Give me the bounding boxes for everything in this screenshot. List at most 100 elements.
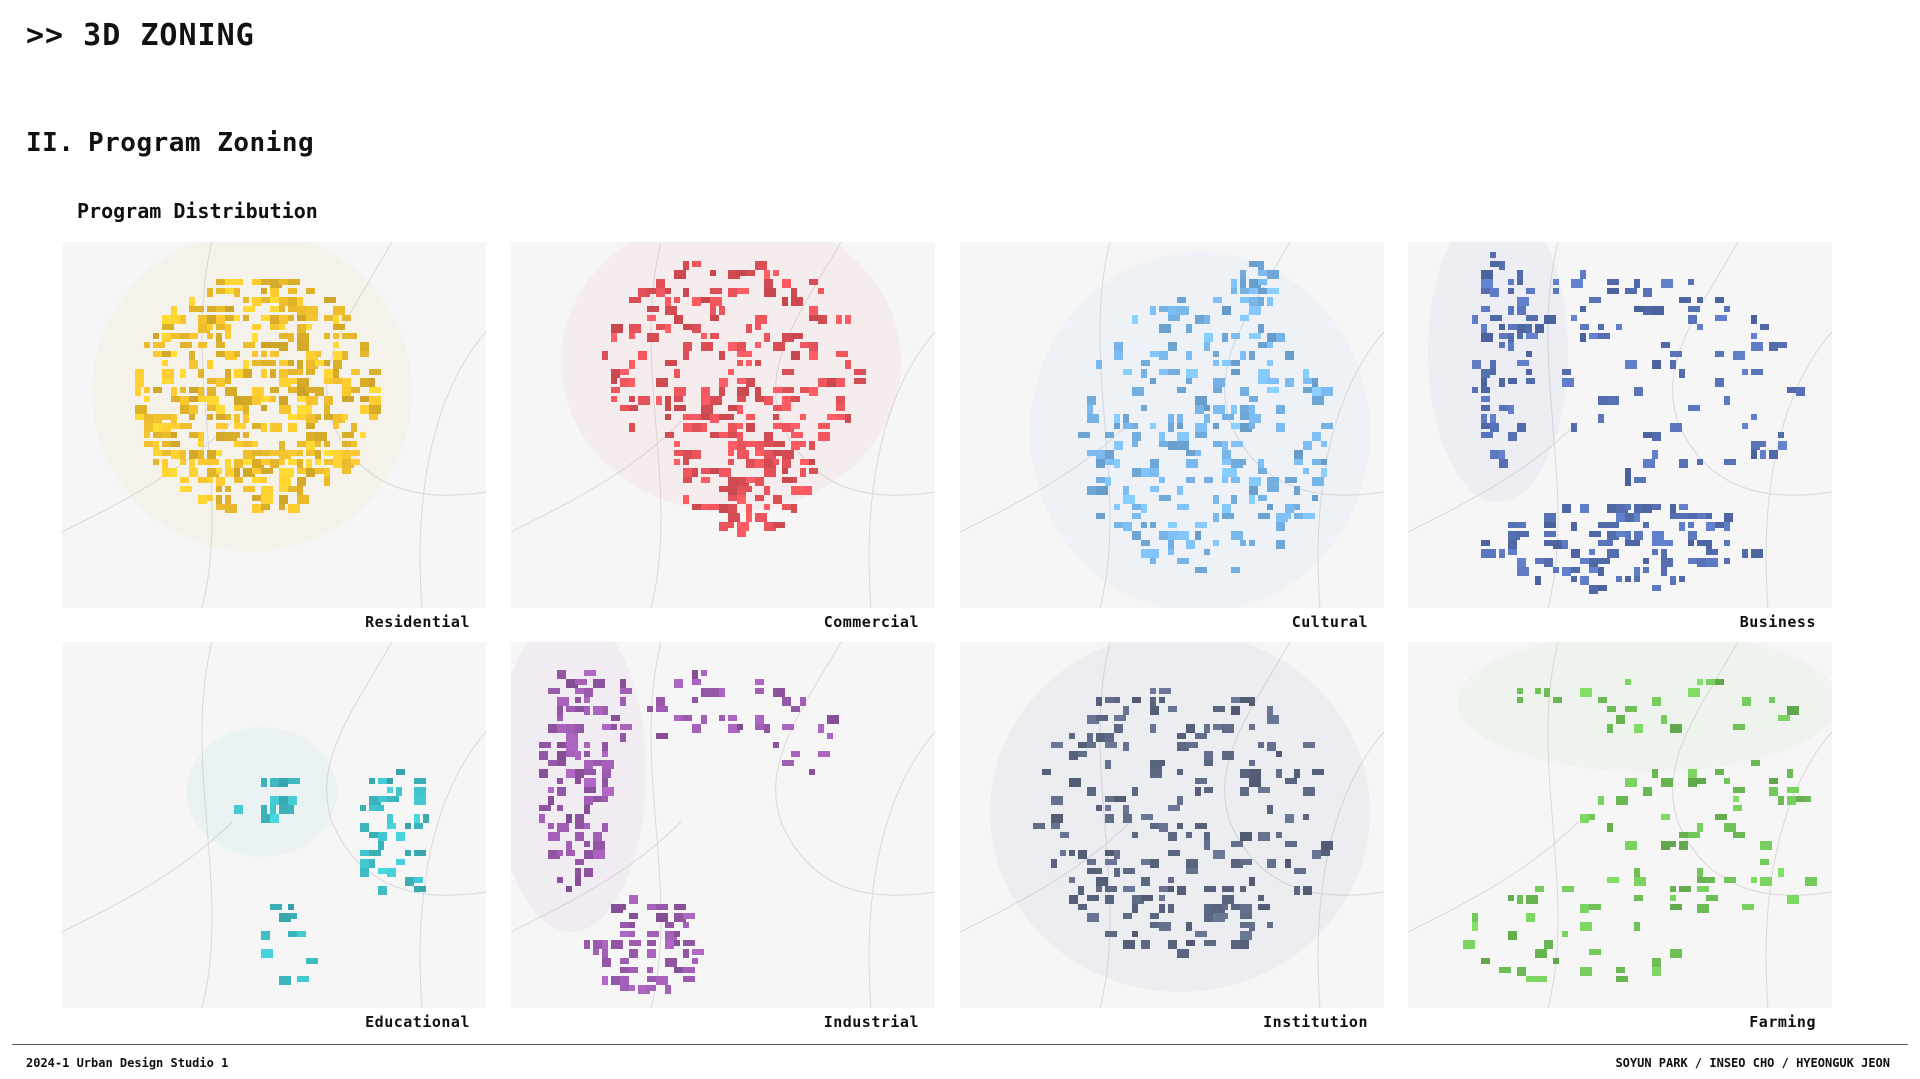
building-block xyxy=(1652,531,1664,540)
building-block xyxy=(279,360,288,366)
building-block xyxy=(279,778,288,787)
building-block xyxy=(1688,279,1694,285)
building-block xyxy=(153,423,162,432)
building-block xyxy=(342,387,351,396)
building-block xyxy=(324,369,333,378)
building-block xyxy=(207,315,219,324)
building-block xyxy=(198,495,207,504)
building-block xyxy=(360,378,372,387)
building-block xyxy=(1123,814,1132,823)
building-block xyxy=(1078,751,1087,757)
building-block xyxy=(234,288,240,297)
building-block xyxy=(773,387,785,393)
building-block xyxy=(1679,459,1688,468)
building-block xyxy=(1733,351,1745,360)
building-block xyxy=(1096,733,1105,742)
building-block xyxy=(396,832,405,841)
building-block xyxy=(1589,814,1595,820)
building-block xyxy=(1733,724,1745,730)
building-block xyxy=(270,396,276,402)
building-block xyxy=(674,270,686,279)
building-block xyxy=(1231,859,1243,868)
building-block xyxy=(1141,877,1150,886)
building-block xyxy=(207,459,219,465)
building-block xyxy=(800,387,812,393)
building-block xyxy=(333,423,339,429)
building-block xyxy=(575,868,581,877)
building-block xyxy=(144,387,150,393)
building-block xyxy=(1697,558,1709,567)
building-block xyxy=(144,441,153,447)
building-block xyxy=(566,886,572,892)
building-block xyxy=(845,360,851,369)
building-block xyxy=(755,342,761,348)
building-block xyxy=(1562,504,1571,513)
building-block xyxy=(1141,360,1150,366)
building-block xyxy=(279,495,288,504)
building-block xyxy=(1580,270,1586,279)
building-block xyxy=(719,432,728,438)
building-block xyxy=(1670,351,1682,357)
building-blocks xyxy=(1463,679,1817,982)
building-block xyxy=(1186,940,1195,946)
building-block xyxy=(1276,513,1288,522)
building-block xyxy=(737,387,749,396)
building-block xyxy=(216,378,225,387)
building-block xyxy=(719,715,725,721)
building-block xyxy=(728,513,740,522)
building-block xyxy=(629,931,635,937)
building-block xyxy=(1240,832,1252,841)
building-block xyxy=(1652,585,1661,591)
building-block xyxy=(1724,823,1736,832)
building-block xyxy=(1141,895,1153,901)
building-block xyxy=(207,387,216,396)
building-block xyxy=(405,850,411,856)
building-block xyxy=(1625,540,1634,546)
building-block xyxy=(306,414,318,423)
building-block xyxy=(1625,477,1631,486)
building-block xyxy=(261,450,270,456)
building-block xyxy=(764,459,776,468)
building-block xyxy=(746,378,755,387)
building-block xyxy=(1661,715,1667,724)
building-block xyxy=(1105,742,1117,748)
building-block xyxy=(719,688,725,697)
building-block xyxy=(1697,324,1703,330)
building-block xyxy=(1285,841,1297,847)
building-block xyxy=(665,958,677,967)
building-block xyxy=(1123,868,1135,874)
building-block xyxy=(1715,378,1724,387)
building-block xyxy=(701,715,707,724)
building-block xyxy=(306,396,318,405)
building-block xyxy=(683,468,692,477)
building-block xyxy=(1141,468,1150,477)
building-block xyxy=(387,778,393,784)
building-block xyxy=(719,378,728,387)
building-block xyxy=(1222,441,1228,450)
building-block xyxy=(1303,378,1315,384)
building-block xyxy=(1499,459,1508,468)
building-block xyxy=(575,697,581,703)
building-block xyxy=(602,724,614,730)
building-block xyxy=(1132,432,1141,441)
building-block xyxy=(647,949,656,958)
terrain-contour-line xyxy=(1099,242,1111,608)
panel-industrial: Industrial xyxy=(511,642,935,1031)
terrain-contour-line xyxy=(1408,821,1579,933)
building-block xyxy=(1186,369,1198,378)
building-block xyxy=(1195,531,1201,540)
building-block xyxy=(602,351,608,360)
building-block xyxy=(216,423,228,429)
building-block xyxy=(225,468,234,477)
building-block xyxy=(665,922,674,928)
building-block xyxy=(1598,585,1607,591)
building-block xyxy=(306,360,318,369)
building-block xyxy=(647,315,656,321)
building-block xyxy=(1267,477,1279,486)
building-block xyxy=(818,378,827,387)
building-block xyxy=(1679,513,1691,519)
building-block xyxy=(1231,333,1240,339)
building-block xyxy=(539,769,548,778)
building-block xyxy=(1186,832,1192,838)
building-block xyxy=(270,342,282,348)
